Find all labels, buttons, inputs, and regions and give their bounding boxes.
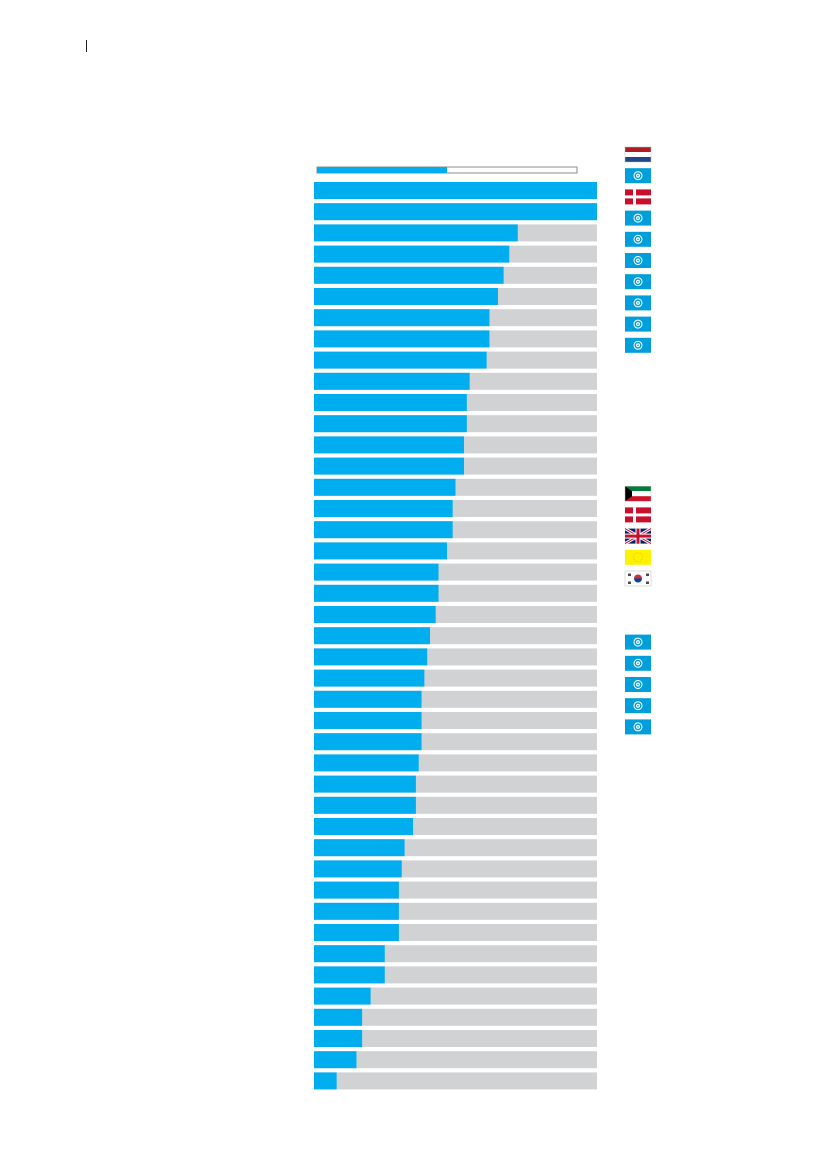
bar xyxy=(314,563,439,581)
bar-row xyxy=(314,563,597,581)
bar-row xyxy=(314,669,597,687)
bar-row xyxy=(314,1008,597,1026)
page-margin-mark xyxy=(86,40,87,52)
bar xyxy=(314,881,399,899)
bar-row xyxy=(314,415,597,433)
bar-row xyxy=(314,796,597,814)
bar-row xyxy=(314,627,597,645)
bar-row xyxy=(314,839,597,857)
bar xyxy=(314,754,419,772)
bar xyxy=(314,1051,357,1069)
bar xyxy=(314,266,504,284)
bar xyxy=(314,818,414,835)
bar xyxy=(314,415,467,433)
bar xyxy=(314,839,405,857)
bar-row xyxy=(314,902,597,920)
bar xyxy=(314,902,399,920)
bar xyxy=(314,924,399,941)
bar-row xyxy=(314,1072,597,1090)
bar-row xyxy=(314,966,597,984)
bar xyxy=(314,182,597,199)
bar-row xyxy=(314,945,597,963)
bar-row xyxy=(314,1030,597,1047)
bar xyxy=(314,457,464,475)
bar-row xyxy=(314,733,597,751)
bar xyxy=(314,521,453,539)
bar-row xyxy=(314,288,597,305)
overview-bar-fill xyxy=(317,167,447,173)
bar xyxy=(314,627,431,645)
bar xyxy=(314,860,402,878)
bar-row xyxy=(314,266,597,284)
bar-row xyxy=(314,457,597,475)
bar-row xyxy=(314,818,597,835)
bar-row xyxy=(314,881,597,899)
bar xyxy=(314,648,428,666)
bar-row xyxy=(314,754,597,772)
bar xyxy=(314,436,464,454)
bar xyxy=(314,542,448,560)
bar-row xyxy=(314,584,597,602)
bar xyxy=(314,606,436,623)
bar-row xyxy=(314,775,597,793)
bar-track xyxy=(314,1051,597,1069)
bar-row xyxy=(314,436,597,454)
bar-row xyxy=(314,690,597,708)
bar-row xyxy=(314,542,597,560)
bar xyxy=(314,478,456,496)
bar-row xyxy=(314,987,597,1005)
bar-track xyxy=(314,1008,597,1026)
bar xyxy=(314,966,385,984)
bar xyxy=(314,372,470,390)
bar-row xyxy=(314,309,597,327)
bar-row xyxy=(314,224,597,242)
bar-track xyxy=(314,1030,597,1047)
bar xyxy=(314,330,490,348)
bar xyxy=(314,288,498,305)
bar-row xyxy=(314,500,597,517)
bar-row xyxy=(314,182,597,199)
bar-row xyxy=(314,394,597,411)
bar-row xyxy=(314,330,597,348)
bar-row xyxy=(314,478,597,496)
bar xyxy=(314,245,510,263)
bar xyxy=(314,775,416,793)
bar xyxy=(314,584,439,602)
bar-row xyxy=(314,648,597,666)
bar xyxy=(314,712,422,729)
bar xyxy=(314,309,490,327)
bar xyxy=(314,351,487,369)
bar xyxy=(314,669,425,687)
bar-row xyxy=(314,924,597,941)
bar xyxy=(314,500,453,517)
bar xyxy=(314,987,371,1005)
bar xyxy=(314,945,385,963)
bar xyxy=(314,733,422,751)
bar-row xyxy=(314,606,597,623)
overview-bar xyxy=(316,166,578,174)
bar-row xyxy=(314,712,597,729)
bar xyxy=(314,1030,363,1047)
bar xyxy=(314,1072,337,1090)
bar-row xyxy=(314,203,597,221)
bar xyxy=(314,394,467,411)
bar-row xyxy=(314,860,597,878)
bar-row xyxy=(314,1051,597,1069)
bar-row xyxy=(314,372,597,390)
bar-track xyxy=(314,987,597,1005)
bar-track xyxy=(314,1072,597,1090)
bar-row xyxy=(314,351,597,369)
bar xyxy=(314,1008,363,1026)
bar xyxy=(314,203,597,221)
bar xyxy=(314,690,422,708)
bar-row xyxy=(314,521,597,539)
bar xyxy=(314,224,518,242)
bar-row xyxy=(314,245,597,263)
bar xyxy=(314,796,416,814)
